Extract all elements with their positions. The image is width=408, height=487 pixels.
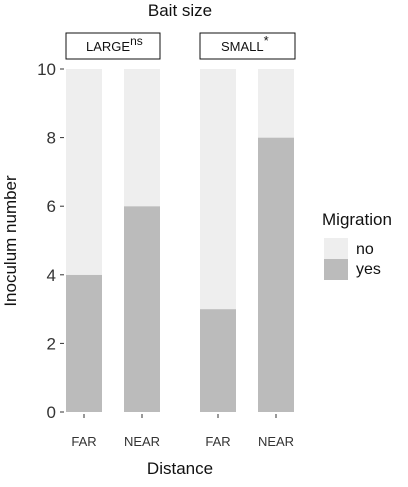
bar-small-far-yes bbox=[200, 309, 236, 412]
legend-label-no: no bbox=[356, 241, 374, 258]
panel-strip-large-label: LARGEns bbox=[86, 34, 143, 54]
bar-large-near-yes bbox=[124, 206, 160, 412]
y-tick-label-10: 10 bbox=[37, 60, 56, 79]
legend: Migration no yes bbox=[322, 210, 392, 280]
bar-small-far-no bbox=[200, 69, 236, 310]
legend-swatch-yes bbox=[324, 259, 348, 280]
x-tick-label-large-near: NEAR bbox=[124, 434, 160, 449]
panel-large-significance: ns bbox=[130, 34, 143, 48]
bars-layer bbox=[66, 69, 294, 412]
y-axis-title: Inoculum number bbox=[1, 175, 20, 307]
y-tick-label-8: 8 bbox=[47, 129, 56, 148]
bar-large-far-yes bbox=[66, 274, 102, 412]
legend-title: Migration bbox=[322, 210, 392, 229]
y-axis: 0 2 4 6 8 10 bbox=[37, 60, 64, 422]
bar-small-near-no bbox=[258, 69, 294, 138]
x-tick-label-small-near: NEAR bbox=[258, 434, 294, 449]
panel-strip-large-box bbox=[65, 32, 161, 60]
panel-small-label: SMALL bbox=[221, 39, 264, 54]
panel-small-significance: * bbox=[264, 33, 269, 48]
y-tick-label-6: 6 bbox=[47, 197, 56, 216]
x-axis: FAR NEAR FAR NEAR bbox=[71, 414, 294, 449]
chart-title: Bait size bbox=[148, 1, 212, 20]
panel-large-label: LARGE bbox=[86, 39, 130, 54]
y-tick-label-0: 0 bbox=[47, 403, 56, 422]
panel-strip-large: LARGEns bbox=[65, 32, 161, 60]
y-tick-label-2: 2 bbox=[47, 334, 56, 353]
bar-large-far-no bbox=[66, 69, 102, 275]
panel-strip-small: SMALL* bbox=[199, 32, 296, 60]
panel-strip-small-label: SMALL* bbox=[221, 33, 269, 54]
legend-swatch-no bbox=[324, 238, 348, 259]
x-tick-label-large-far: FAR bbox=[71, 434, 96, 449]
y-tick-label-4: 4 bbox=[47, 266, 56, 285]
x-tick-label-small-far: FAR bbox=[205, 434, 230, 449]
panel-strip-small-box bbox=[199, 32, 296, 60]
legend-label-yes: yes bbox=[356, 261, 381, 278]
x-axis-title: Distance bbox=[147, 459, 213, 478]
bar-small-near-yes bbox=[258, 137, 294, 412]
bar-large-near-no bbox=[124, 69, 160, 207]
